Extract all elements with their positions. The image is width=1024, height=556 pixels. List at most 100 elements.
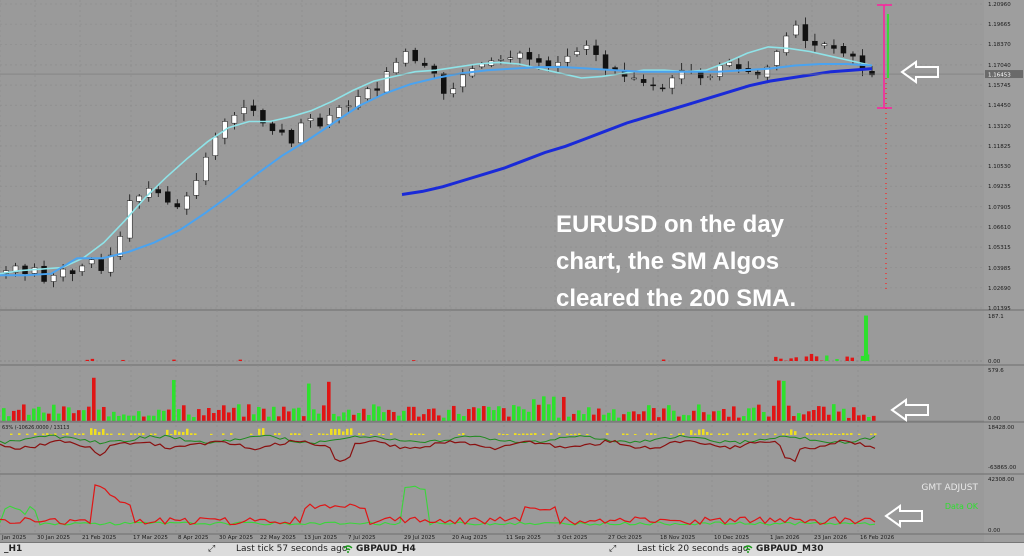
- volume-bar: [851, 358, 854, 361]
- oscillator-bar: [762, 434, 765, 435]
- candle: [841, 46, 846, 53]
- candle: [346, 106, 351, 107]
- wifi-icon: [343, 544, 353, 555]
- momentum-bar: [672, 411, 676, 421]
- momentum-bar: [402, 411, 406, 421]
- momentum-bar: [412, 407, 416, 421]
- momentum-bar: [342, 412, 346, 421]
- momentum-bar: [532, 399, 536, 421]
- momentum-bar: [82, 410, 86, 421]
- momentum-bar: [97, 410, 101, 421]
- momentum-bar: [242, 417, 246, 421]
- candle: [403, 52, 408, 64]
- momentum-bar: [317, 414, 321, 421]
- y-tick-label: 42308.00: [988, 477, 1015, 483]
- oscillator-bar: [322, 434, 325, 435]
- volume-bar: [86, 360, 89, 361]
- oscillator-bar: [330, 429, 333, 435]
- momentum-bar: [122, 414, 126, 421]
- momentum-bar: [52, 405, 56, 421]
- oscillator-bar: [506, 434, 509, 435]
- x-tick-label: Jan 2025: [1, 535, 27, 541]
- oscillator-bar: [138, 433, 141, 435]
- momentum-bar: [662, 408, 666, 421]
- momentum-bar: [2, 408, 6, 421]
- resize-icon[interactable]: ⤢: [208, 544, 215, 554]
- momentum-bar: [357, 413, 361, 421]
- momentum-bar: [142, 417, 146, 421]
- y-tick-label: -63865.00: [988, 465, 1017, 471]
- candle: [803, 25, 808, 41]
- momentum-bar: [262, 409, 266, 421]
- momentum-bar: [562, 397, 566, 421]
- momentum-bar: [862, 415, 866, 421]
- oscillator-bar: [62, 434, 65, 435]
- momentum-bar: [247, 404, 251, 421]
- oscillator-bar: [726, 433, 729, 435]
- volume-bar: [864, 316, 868, 361]
- candle: [822, 44, 827, 46]
- volume-bar: [121, 360, 124, 361]
- momentum-bar: [487, 407, 491, 421]
- oscillator-bar: [230, 433, 233, 435]
- oscillator-bar: [170, 434, 173, 435]
- oscillator-bar: [706, 432, 709, 435]
- oscillator-bar: [166, 430, 169, 435]
- momentum-bar: [437, 415, 441, 421]
- y-tick-label: 1.14450: [988, 103, 1011, 109]
- momentum-bar: [687, 415, 691, 421]
- oscillator-label: 63% (-10626.0000 / 13113: [2, 425, 69, 431]
- y-tick-label: 1.01395: [988, 306, 1011, 312]
- momentum-bar: [802, 414, 806, 421]
- oscillator-bar: [766, 434, 769, 435]
- momentum-bar: [127, 416, 131, 421]
- momentum-bar: [482, 406, 486, 421]
- candle: [508, 58, 513, 59]
- momentum-bar: [602, 415, 606, 421]
- resize-icon[interactable]: ⤢: [609, 544, 616, 554]
- oscillator-bar: [382, 434, 385, 435]
- candle: [308, 118, 313, 120]
- momentum-bar: [552, 397, 556, 421]
- candle: [784, 36, 789, 53]
- momentum-bar: [7, 416, 11, 421]
- momentum-bar: [567, 417, 571, 421]
- momentum-bar: [722, 409, 726, 421]
- oscillator-bar: [578, 433, 581, 435]
- momentum-bar: [817, 406, 821, 421]
- oscillator-bar: [338, 429, 341, 435]
- momentum-bar: [397, 416, 401, 421]
- momentum-bar: [217, 410, 221, 421]
- candle: [498, 59, 503, 60]
- y-tick-label: 18428.00: [988, 425, 1015, 431]
- candle: [175, 204, 180, 207]
- oscillator-bar: [182, 432, 185, 435]
- momentum-bar: [542, 396, 546, 421]
- momentum-bar: [152, 416, 156, 421]
- candle: [80, 266, 85, 272]
- momentum-bar: [797, 413, 801, 421]
- status-symbol-left[interactable]: _H1: [4, 544, 22, 554]
- candle: [831, 45, 836, 48]
- status-symbol-2[interactable]: GBPAUD_M30: [756, 544, 823, 554]
- momentum-bar: [267, 417, 271, 421]
- momentum-bar: [682, 415, 686, 421]
- annotation-line-2: chart, the SM Algos: [556, 243, 846, 280]
- oscillator-bar: [838, 434, 841, 435]
- momentum-bar: [477, 408, 481, 421]
- momentum-bar: [312, 409, 316, 421]
- oscillator-bar: [870, 434, 873, 435]
- candle: [365, 89, 370, 99]
- oscillator-bar: [818, 434, 821, 435]
- oscillator-bar: [414, 434, 417, 435]
- momentum-bar: [27, 415, 31, 421]
- candle: [460, 75, 465, 87]
- volume-bar: [795, 357, 798, 361]
- y-tick-label: 1.05315: [988, 245, 1011, 251]
- momentum-bar: [642, 411, 646, 421]
- y-tick-label: 1.15745: [988, 83, 1011, 89]
- status-symbol-1[interactable]: GBPAUD_H4: [356, 544, 416, 554]
- momentum-bar: [392, 412, 396, 421]
- oscillator-bar: [90, 428, 93, 435]
